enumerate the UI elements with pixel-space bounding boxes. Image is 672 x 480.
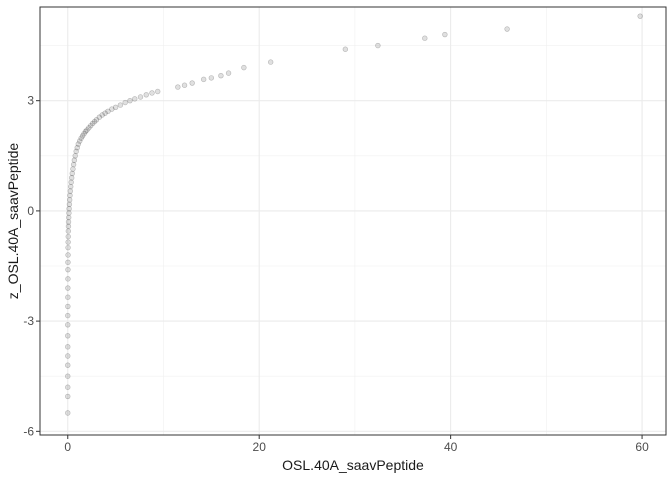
y-tick-label: -3	[23, 314, 34, 328]
x-axis-ticks: 0 20 40 60	[64, 435, 649, 454]
grid-major	[40, 7, 666, 435]
data-point	[241, 64, 247, 71]
y-tick-label: -6	[23, 424, 34, 438]
data-point	[65, 219, 72, 225]
data-point	[442, 31, 448, 38]
data-point	[65, 228, 72, 234]
data-point	[66, 205, 72, 212]
data-point	[70, 161, 77, 168]
data-point	[175, 84, 181, 90]
data-point	[71, 157, 78, 163]
data-point	[93, 117, 100, 123]
data-point	[78, 135, 84, 141]
data-point	[66, 197, 73, 203]
y-tick-label: 3	[27, 94, 34, 108]
data-point	[375, 42, 381, 49]
data-point	[65, 410, 71, 416]
data-points	[65, 13, 643, 416]
data-point	[81, 131, 87, 137]
data-point	[65, 384, 71, 390]
data-point	[105, 108, 111, 115]
data-point	[66, 201, 73, 207]
data-point	[117, 102, 124, 108]
data-point	[637, 13, 643, 19]
data-point	[70, 166, 76, 172]
data-point	[67, 188, 74, 194]
data-point	[65, 303, 71, 310]
data-point	[65, 266, 71, 273]
data-point	[72, 153, 78, 159]
data-point	[65, 294, 71, 300]
data-point	[143, 92, 149, 98]
x-tick-label: 40	[444, 440, 458, 454]
grid-minor	[40, 7, 666, 435]
data-point	[65, 223, 72, 230]
data-point	[65, 233, 71, 240]
data-point	[65, 244, 71, 251]
data-point	[109, 106, 115, 112]
data-point	[504, 26, 510, 32]
data-point	[69, 170, 75, 177]
data-point	[66, 214, 72, 221]
data-point	[102, 110, 108, 116]
data-point	[99, 112, 105, 118]
data-point	[84, 127, 90, 133]
y-axis-ticks: -6 -3 0 3	[23, 94, 40, 438]
panel-border	[39, 6, 667, 436]
data-point	[132, 96, 138, 102]
data-point	[208, 75, 215, 81]
data-point	[65, 312, 71, 319]
data-point	[155, 88, 161, 95]
data-point	[65, 322, 71, 328]
data-point	[66, 210, 72, 216]
data-point	[149, 90, 155, 96]
data-point	[86, 125, 92, 131]
data-point	[127, 97, 133, 104]
data-point	[65, 285, 71, 291]
data-point	[65, 373, 71, 379]
data-point	[65, 362, 71, 368]
data-point	[65, 353, 71, 359]
data-point	[181, 82, 188, 88]
data-point	[77, 138, 83, 144]
data-point	[422, 35, 428, 41]
data-point	[68, 183, 74, 190]
data-point	[67, 192, 73, 199]
data-point	[88, 122, 94, 129]
x-tick-label: 60	[635, 440, 649, 454]
data-point	[91, 118, 98, 125]
data-point	[68, 175, 75, 181]
data-point	[189, 80, 195, 86]
data-point	[73, 148, 79, 155]
data-point	[200, 76, 207, 83]
data-point	[89, 120, 96, 127]
data-point	[75, 141, 81, 147]
data-point	[218, 72, 224, 79]
data-point	[79, 133, 86, 139]
x-axis-title: OSL.40A_saavPeptide	[282, 457, 424, 473]
data-point	[65, 276, 71, 282]
data-point	[65, 344, 71, 350]
data-point	[225, 70, 232, 76]
data-point	[82, 128, 89, 135]
data-point	[65, 252, 71, 258]
x-tick-label: 0	[64, 440, 71, 454]
data-point	[137, 94, 144, 100]
data-point	[65, 239, 71, 245]
x-tick-label: 20	[253, 440, 267, 454]
data-point	[68, 179, 74, 185]
data-point	[65, 259, 71, 266]
y-axis-title: z_OSL.40A_saavPeptide	[5, 143, 21, 300]
data-point	[65, 333, 71, 339]
y-tick-label: 0	[27, 204, 34, 218]
data-point	[267, 59, 274, 65]
data-point	[112, 104, 119, 111]
data-point	[342, 46, 349, 52]
data-point	[96, 114, 103, 120]
data-point	[65, 393, 71, 400]
data-point	[74, 145, 80, 151]
data-point	[122, 99, 128, 106]
